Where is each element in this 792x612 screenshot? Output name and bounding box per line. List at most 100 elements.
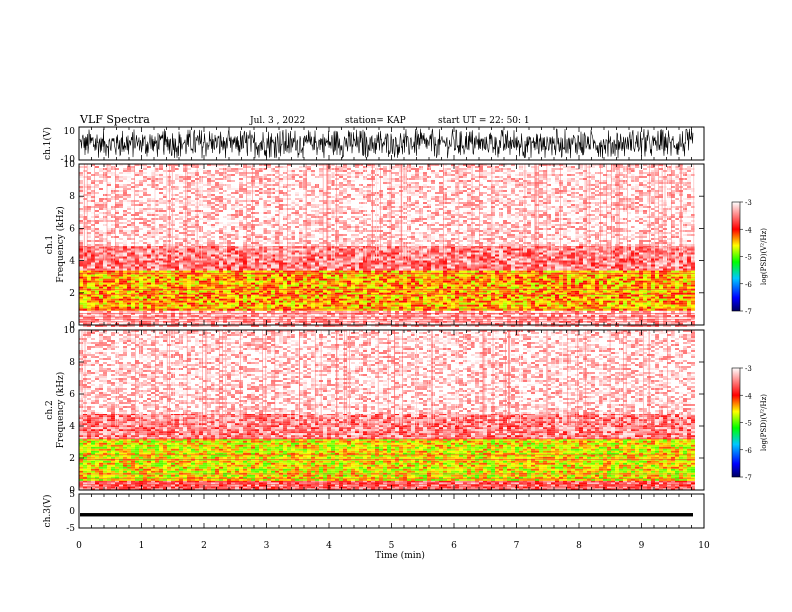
spectrogram-cell: [231, 304, 235, 307]
spectrogram-cell: [615, 304, 619, 307]
spectrogram-cell: [243, 274, 247, 277]
spectrogram-cell: [259, 304, 263, 307]
spectrogram-cell: [235, 316, 239, 319]
spectrogram-cell: [579, 270, 583, 273]
spectrogram-cell: [295, 286, 299, 289]
spectrogram-cell: [411, 304, 415, 307]
spectrogram-cell: [647, 316, 651, 319]
spectrogram-cell: [419, 294, 423, 297]
spectrogram-cell: [119, 300, 123, 303]
spectrogram-cell: [683, 316, 687, 319]
spectrogram-cell: [247, 314, 251, 317]
spectrogram-cell: [135, 302, 139, 305]
spectrogram-cell: [315, 306, 319, 309]
spectrogram-cell: [131, 294, 135, 297]
spectrogram-cell: [319, 300, 323, 303]
spectrogram-cell: [195, 278, 199, 281]
spectrogram-cell: [607, 302, 611, 305]
spectrogram-cell: [367, 300, 371, 303]
spectrogram-cell: [579, 310, 583, 313]
spectrogram-cell: [195, 282, 199, 285]
spectrogram-cell: [419, 246, 423, 249]
spectrogram-cell: [387, 286, 391, 289]
spectrogram-cell: [567, 316, 571, 319]
spectrogram-cell: [95, 314, 99, 317]
spectrogram-cell: [283, 274, 287, 277]
spectrogram-cell: [367, 282, 371, 285]
spectrogram-cell: [259, 274, 263, 277]
spectrogram-cell: [635, 302, 639, 305]
spectrogram-cell: [267, 316, 271, 319]
spectrogram-cell: [379, 246, 383, 249]
spectrogram-cell: [207, 310, 211, 313]
spectrogram-cell: [355, 306, 359, 309]
spectrogram-cell: [623, 306, 627, 309]
spectrogram-cell: [167, 290, 171, 293]
spectrogram-cell: [303, 270, 307, 273]
spectrogram-cell: [103, 294, 107, 297]
spectrogram-cell: [515, 246, 519, 249]
spectrogram-cell: [371, 314, 375, 317]
spectrogram-cell: [391, 306, 395, 309]
spectrogram-cell: [499, 290, 503, 293]
spectrogram-cell: [595, 286, 599, 289]
spectrogram-cell: [147, 278, 151, 281]
spectrogram-cell: [595, 298, 599, 301]
spectrogram-cell: [263, 274, 267, 277]
spectrogram-cell: [575, 310, 579, 313]
spectrogram-cell: [579, 284, 583, 287]
spectrogram-cell: [351, 294, 355, 297]
spectrogram-cell: [539, 302, 543, 305]
spectrogram-cell: [315, 304, 319, 307]
spectrogram-cell: [487, 318, 491, 321]
spectrogram-cell: [603, 294, 607, 297]
spectrogram-cell: [479, 306, 483, 309]
spectrogram-cell: [219, 316, 223, 319]
spectrogram-cell: [415, 290, 419, 293]
spectrogram-cell: [147, 276, 151, 279]
spectrogram-cell: [687, 280, 691, 283]
spectrogram-cell: [423, 294, 427, 297]
spectrogram-cell: [603, 296, 607, 299]
spectrogram-cell: [383, 302, 387, 305]
spectrogram-cell: [235, 314, 239, 317]
spectrogram-cell: [175, 300, 179, 303]
spectrogram-cell: [115, 282, 119, 285]
spectrogram-cell: [107, 316, 111, 319]
spectrogram-cell: [563, 270, 567, 273]
spectrogram-cell: [527, 290, 531, 293]
spectrogram-cell: [463, 278, 467, 281]
spectrogram-cell: [631, 302, 635, 305]
spectrogram-cell: [219, 276, 223, 279]
spectrogram-cell: [519, 296, 523, 299]
spectrogram-cell: [195, 296, 199, 299]
spectrogram-cell: [667, 306, 671, 309]
spectrogram-cell: [87, 294, 91, 297]
spectrogram-cell: [643, 290, 647, 293]
spectrogram-cell: [647, 284, 651, 287]
spectrogram-cell: [627, 300, 631, 303]
spectrogram-cell: [475, 246, 479, 249]
spectrogram-cell: [547, 270, 551, 273]
spectrogram-cell: [259, 302, 263, 305]
spectrogram-cell: [447, 284, 451, 287]
spectrogram-cell: [235, 310, 239, 313]
spectrogram-cell: [491, 290, 495, 293]
spectrogram-cell: [467, 282, 471, 285]
spectrogram-cell: [227, 314, 231, 317]
spectrogram-cell: [451, 310, 455, 313]
spectrogram-cell: [539, 318, 543, 321]
spectrogram-cell: [539, 284, 543, 287]
spectrogram-cell: [295, 304, 299, 307]
spectrogram-cell: [623, 310, 627, 313]
spectrogram-cell: [139, 246, 143, 249]
spectrogram-cell: [523, 306, 527, 309]
spectrogram-cell: [135, 298, 139, 301]
spectrogram-cell: [507, 284, 511, 287]
spectrogram-cell: [391, 276, 395, 279]
spectrogram-cell: [199, 306, 203, 309]
spectrogram-cell: [519, 286, 523, 289]
spectrogram-cell: [267, 318, 271, 321]
spectrogram-cell: [627, 286, 631, 289]
